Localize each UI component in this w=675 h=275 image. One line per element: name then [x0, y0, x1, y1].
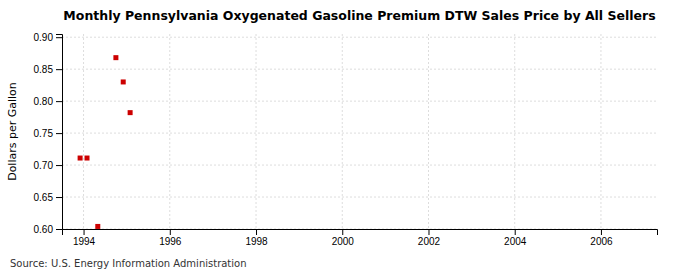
grid-line — [600, 34, 601, 229]
grid-line — [342, 34, 343, 229]
grid-line — [62, 69, 657, 70]
tick: 2006 — [590, 229, 613, 247]
tick-mark — [56, 69, 62, 70]
tick-label: 2006 — [590, 236, 613, 247]
point — [121, 79, 126, 84]
tick: 0.85 — [34, 64, 62, 75]
tick: 0.90 — [34, 32, 62, 43]
tick-mark — [170, 229, 171, 235]
tick: 2000 — [332, 229, 355, 247]
tick: 1996 — [159, 229, 182, 247]
point — [128, 110, 133, 115]
grid-line — [62, 197, 657, 198]
tick-mark — [515, 229, 516, 235]
tick-label: 0.80 — [34, 96, 54, 107]
points — [78, 55, 133, 229]
tick-label: 2002 — [418, 236, 441, 247]
tick-label: 0.75 — [34, 128, 54, 139]
point — [95, 224, 100, 229]
grid-line — [428, 34, 429, 229]
tick: 1994 — [73, 229, 96, 247]
grid-line — [62, 165, 657, 166]
axis-line — [56, 35, 63, 230]
plot: 1994 1996 1998 2000 2002 2004 2006 0.60 0.65 0.70… — [34, 32, 658, 247]
source: Source: U.S. Energy Information Administ… — [10, 258, 247, 269]
tick: 0.80 — [34, 96, 62, 107]
tick: 0.70 — [34, 160, 62, 171]
title: Monthly Pennsylvania Oxygenated Gasoline… — [63, 8, 655, 23]
tick: 0.75 — [34, 128, 62, 139]
tick-label: 0.65 — [34, 192, 54, 203]
tick: 0.60 — [34, 224, 62, 235]
grid-line — [62, 37, 657, 38]
grid-line — [256, 34, 257, 229]
tick-label: 1998 — [245, 236, 268, 247]
tick-label: 1996 — [159, 236, 182, 247]
tick-mark — [256, 229, 257, 235]
tick-mark — [56, 197, 62, 198]
axis-line — [63, 230, 658, 236]
point — [85, 156, 90, 161]
tick-label: 0.60 — [34, 224, 54, 235]
y-axis: 0.60 0.65 0.70 0.75 0.80 0.85 0.90 — [34, 32, 63, 235]
tick: 0.65 — [34, 192, 62, 203]
x-axis: 1994 1996 1998 2000 2002 2004 2006 — [63, 229, 658, 247]
tick-mark — [56, 165, 62, 166]
tick-mark — [56, 229, 62, 230]
grid-line — [62, 101, 657, 102]
point — [78, 156, 83, 161]
grid-line — [514, 34, 515, 229]
tick-mark — [56, 37, 62, 38]
y-axis-title: Dollars per Gallon — [6, 82, 19, 181]
tick-mark — [56, 133, 62, 134]
tick-label: 2000 — [332, 236, 355, 247]
chart: 1994 1996 1998 2000 2002 2004 2006 0.60 0.65 0.70… — [0, 0, 675, 275]
tick-label: 0.90 — [34, 32, 54, 43]
tick-label: 1994 — [73, 236, 96, 247]
tick-mark — [84, 229, 85, 235]
grid-line — [83, 34, 84, 229]
grid-line — [62, 133, 657, 134]
tick-mark — [428, 229, 429, 235]
tick-mark — [56, 101, 62, 102]
tick-label: 0.70 — [34, 160, 54, 171]
tick: 2004 — [504, 229, 527, 247]
tick-mark — [601, 229, 602, 235]
tick: 2002 — [418, 229, 441, 247]
tick-mark — [342, 229, 343, 235]
grid — [62, 34, 657, 229]
tick-label: 2004 — [504, 236, 527, 247]
tick: 1998 — [245, 229, 268, 247]
point — [113, 55, 118, 60]
tick-label: 0.85 — [34, 64, 54, 75]
grid-line — [169, 34, 170, 229]
